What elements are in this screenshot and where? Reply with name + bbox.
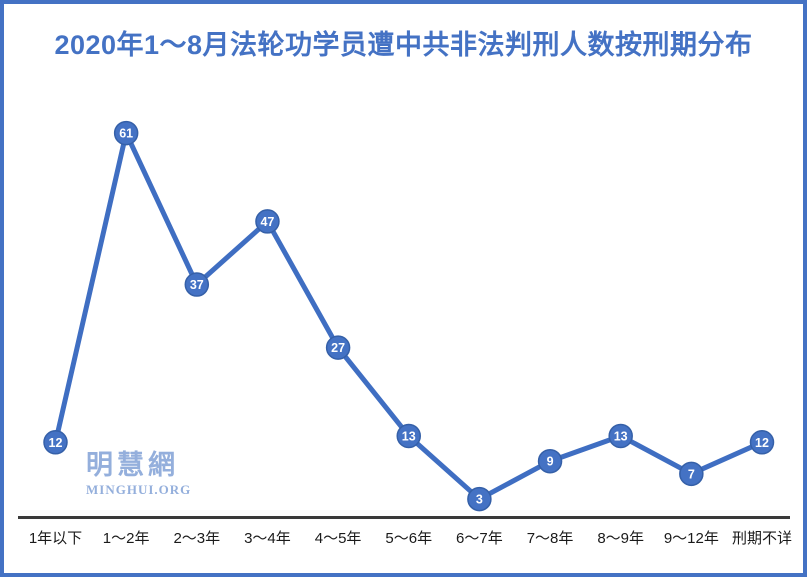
x-axis-label: 5～6年 bbox=[385, 530, 432, 547]
data-point-label: 27 bbox=[331, 341, 345, 355]
data-point-label: 12 bbox=[755, 436, 769, 450]
data-point-label: 61 bbox=[119, 127, 133, 141]
data-point-marker bbox=[43, 430, 68, 455]
data-point-marker bbox=[184, 272, 210, 297]
x-axis-label: 9～12年 bbox=[664, 530, 719, 547]
data-point-marker bbox=[325, 335, 351, 360]
data-point-marker bbox=[113, 120, 139, 146]
data-point-marker bbox=[749, 430, 775, 455]
data-point-label: 13 bbox=[402, 429, 416, 443]
data-point-marker bbox=[537, 448, 563, 474]
minghui-watermark: 明慧網 MINGHUI.ORG bbox=[86, 450, 192, 497]
data-point-marker bbox=[679, 461, 704, 487]
data-point-label: 47 bbox=[260, 215, 274, 229]
x-axis-label: 3～4年 bbox=[244, 530, 291, 547]
x-axis-label: 8～9年 bbox=[597, 530, 644, 547]
x-axis-label: 4～5年 bbox=[315, 530, 362, 547]
data-point-label: 9 bbox=[547, 455, 554, 469]
data-point-marker bbox=[255, 209, 280, 234]
chart-title: 2020年1～8月法轮功学员遭中共非法判刑人数按刑期分布 bbox=[54, 30, 753, 60]
data-point-label: 12 bbox=[49, 436, 63, 450]
data-point-label: 7 bbox=[688, 467, 695, 481]
x-axis-label: 7～8年 bbox=[527, 530, 574, 547]
line-chart: 12 61 37 47 27 13 3 9 13 7 12 1年以下 1～2年 2～3年 3～4年 4～5年 5… bbox=[18, 120, 792, 547]
data-point-marker bbox=[467, 486, 492, 512]
x-axis-label: 1～2年 bbox=[103, 530, 150, 547]
data-point-label: 3 bbox=[476, 493, 483, 507]
data-point-label: 13 bbox=[614, 429, 628, 443]
data-point-marker bbox=[608, 423, 633, 449]
x-axis-label: 刑期不详 bbox=[732, 530, 792, 547]
data-point-marker bbox=[396, 423, 421, 449]
minghui-logo-text: 明慧網 bbox=[86, 450, 179, 480]
minghui-org-text: MINGHUI.ORG bbox=[86, 481, 192, 497]
x-axis-label: 2～3年 bbox=[173, 530, 220, 547]
x-axis-label: 1年以下 bbox=[29, 530, 82, 547]
x-axis-label: 6～7年 bbox=[456, 530, 503, 547]
data-point-label: 37 bbox=[190, 278, 204, 292]
